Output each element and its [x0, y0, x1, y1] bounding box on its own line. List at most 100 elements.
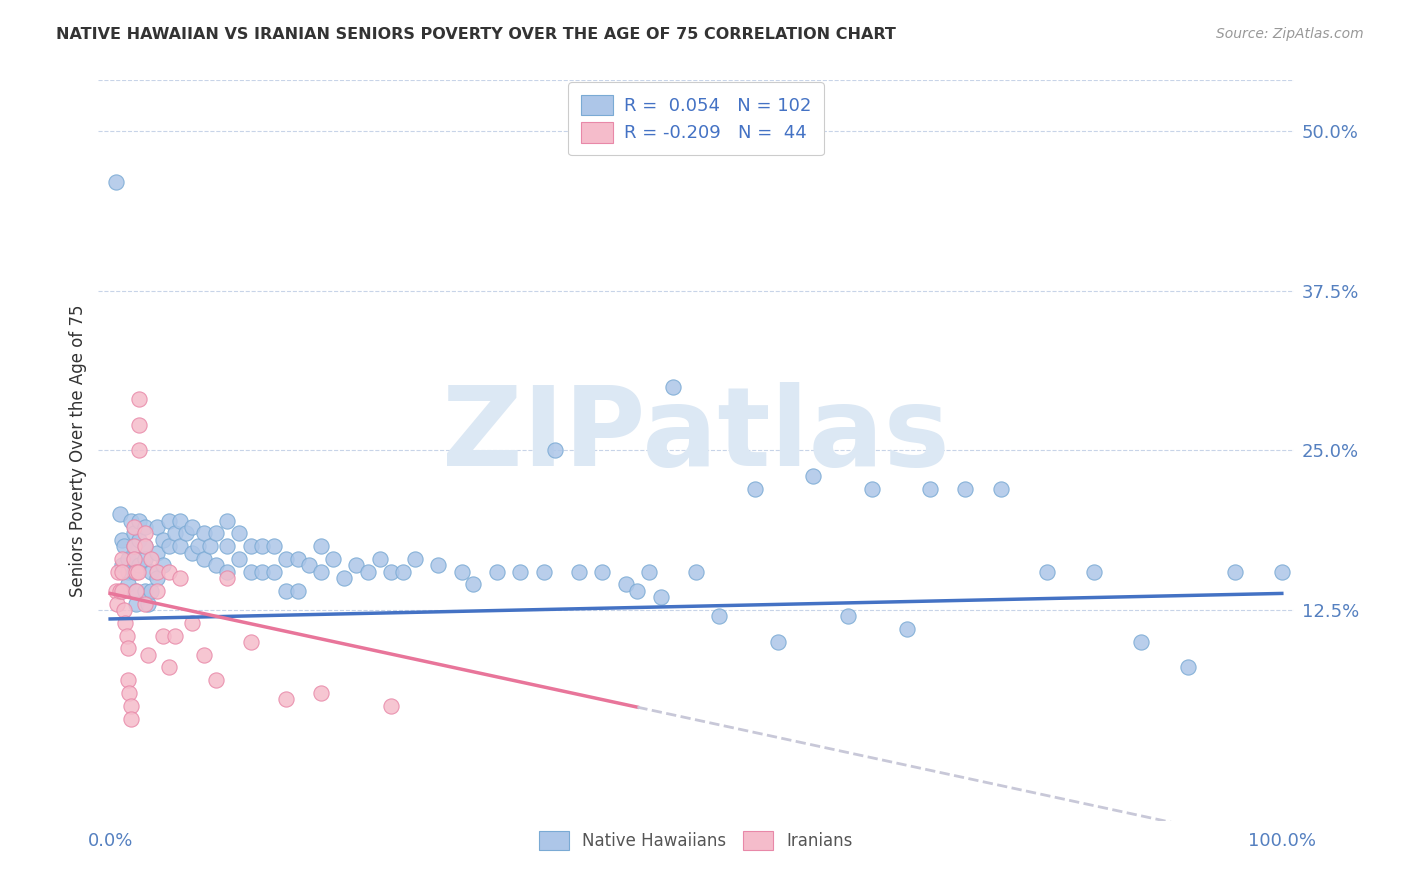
Point: [1177, 660, 1199, 674]
Point: [122, 539, 145, 553]
Point: [122, 539, 145, 553]
Point: [128, 392, 150, 407]
Point: [107, 565, 129, 579]
Point: [105, 597, 128, 611]
Point: [1130, 635, 1153, 649]
Point: [204, 673, 226, 688]
Point: [661, 379, 683, 393]
Point: [485, 565, 508, 579]
Point: [169, 514, 191, 528]
Point: [252, 565, 274, 579]
Point: [193, 552, 215, 566]
Point: [117, 577, 139, 591]
Point: [157, 660, 180, 674]
Point: [252, 539, 274, 553]
Point: [117, 565, 139, 579]
Point: [217, 539, 239, 553]
Point: [239, 539, 262, 553]
Point: [111, 583, 134, 598]
Point: [193, 648, 215, 662]
Point: [152, 533, 174, 547]
Point: [204, 558, 226, 573]
Point: [146, 520, 169, 534]
Point: [217, 571, 239, 585]
Point: [105, 583, 128, 598]
Point: [591, 565, 613, 579]
Point: [181, 520, 204, 534]
Point: [744, 482, 766, 496]
Point: [1271, 565, 1294, 579]
Point: [187, 539, 209, 553]
Point: [134, 520, 156, 534]
Text: ZIPatlas: ZIPatlas: [441, 382, 950, 489]
Point: [626, 583, 648, 598]
Point: [136, 597, 159, 611]
Point: [163, 629, 186, 643]
Point: [152, 629, 174, 643]
Point: [117, 552, 139, 566]
Point: [146, 571, 169, 585]
Point: [125, 597, 148, 611]
Point: [274, 692, 297, 706]
Point: [896, 622, 918, 636]
Point: [274, 583, 297, 598]
Point: [309, 686, 332, 700]
Point: [509, 565, 531, 579]
Point: [309, 539, 332, 553]
Point: [128, 514, 150, 528]
Point: [134, 597, 156, 611]
Point: [380, 565, 402, 579]
Point: [134, 539, 156, 553]
Point: [1083, 565, 1105, 579]
Point: [990, 482, 1012, 496]
Point: [122, 520, 145, 534]
Point: [263, 539, 285, 553]
Point: [134, 552, 156, 566]
Point: [117, 641, 139, 656]
Point: [122, 552, 145, 566]
Point: [111, 533, 134, 547]
Point: [134, 583, 156, 598]
Point: [392, 565, 415, 579]
Point: [287, 552, 309, 566]
Point: [169, 571, 191, 585]
Point: [112, 539, 135, 553]
Point: [122, 526, 145, 541]
Text: NATIVE HAWAIIAN VS IRANIAN SENIORS POVERTY OVER THE AGE OF 75 CORRELATION CHART: NATIVE HAWAIIAN VS IRANIAN SENIORS POVER…: [56, 27, 896, 42]
Point: [134, 539, 156, 553]
Point: [181, 615, 204, 630]
Point: [274, 552, 297, 566]
Point: [128, 417, 150, 432]
Point: [427, 558, 450, 573]
Point: [157, 565, 180, 579]
Point: [128, 443, 150, 458]
Point: [287, 583, 309, 598]
Point: [217, 514, 239, 528]
Point: [114, 615, 136, 630]
Point: [157, 514, 180, 528]
Point: [1223, 565, 1246, 579]
Point: [533, 565, 555, 579]
Point: [105, 175, 128, 189]
Point: [204, 526, 226, 541]
Point: [111, 558, 134, 573]
Point: [450, 565, 472, 579]
Point: [128, 533, 150, 547]
Point: [263, 565, 285, 579]
Point: [118, 686, 141, 700]
Point: [357, 565, 380, 579]
Point: [169, 539, 191, 553]
Point: [650, 591, 672, 605]
Point: [322, 552, 344, 566]
Point: [217, 565, 239, 579]
Point: [463, 577, 485, 591]
Point: [309, 565, 332, 579]
Point: [544, 443, 567, 458]
Point: [568, 565, 591, 579]
Point: [766, 635, 789, 649]
Point: [837, 609, 859, 624]
Point: [120, 514, 142, 528]
Point: [141, 565, 163, 579]
Point: [136, 648, 159, 662]
Point: [163, 526, 186, 541]
